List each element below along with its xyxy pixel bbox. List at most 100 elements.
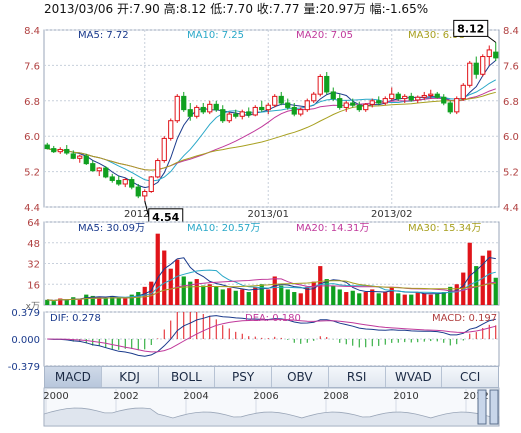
candle-body <box>161 137 167 162</box>
tab-wvad[interactable]: WVAD <box>386 367 443 387</box>
volume-bar <box>227 288 232 305</box>
candle-body <box>304 100 310 111</box>
volume-bar <box>77 298 82 305</box>
candle-body <box>272 95 278 106</box>
candle-body <box>311 93 317 102</box>
max-price-callout-box <box>453 19 489 37</box>
timeline-window-handle-right[interactable] <box>489 389 499 425</box>
volume-bar <box>214 286 219 305</box>
candle-body <box>369 100 375 105</box>
candle-body <box>252 106 258 116</box>
volume-bar <box>266 289 271 305</box>
price-ma5-line <box>47 60 497 189</box>
candle-body <box>239 111 245 117</box>
volume-bar <box>240 289 245 305</box>
candle-body <box>103 167 109 178</box>
candle-body <box>317 75 323 95</box>
macd-macd-label: MACD: 0.197 <box>432 313 497 324</box>
macd-dif-line <box>47 315 496 357</box>
candle-body <box>64 148 70 154</box>
volume-bar <box>259 284 264 305</box>
price-tick-label-left: 8.4 <box>24 26 40 37</box>
timeline-overview-area <box>43 407 500 427</box>
candle-body <box>421 94 427 98</box>
candle-body <box>441 96 447 104</box>
macd-dif-label: DIF: 0.278 <box>50 313 101 324</box>
header-quote-text: 2013/03/06 开:7.90 高:8.12 低:7.70 收:7.77 量… <box>44 1 428 16</box>
candle-body <box>350 102 356 106</box>
candle-body <box>77 155 83 159</box>
candle-body <box>90 163 96 172</box>
volume-bar <box>480 255 485 305</box>
candle-body <box>402 95 408 100</box>
timeline-year-label: 2010 <box>393 391 418 402</box>
volume-bar <box>71 297 76 305</box>
price-tick-label-right: 5.2 <box>503 168 519 179</box>
tab-rsi[interactable]: RSI <box>329 367 386 387</box>
timeline-window-handle-left[interactable] <box>477 389 487 425</box>
volume-ma-label: MA5: 30.09万 <box>78 223 145 234</box>
header-quote-line: 2013/03/06 开:7.90 高:8.12 低:7.70 收:7.77 量… <box>44 1 428 16</box>
candle-body <box>246 111 252 116</box>
candle-body <box>356 104 362 111</box>
candle-body <box>382 98 388 104</box>
volume-ma-label: MA30: 15.34万 <box>408 223 481 234</box>
candle-body <box>278 95 284 104</box>
candle-body <box>460 84 466 100</box>
macd-panel: 0.379 0.000 -0.379 DIF: 0.278 DEA: 0.180 MACD… <box>8 308 500 373</box>
macd-tick-label: 0.379 <box>11 308 40 319</box>
volume-bar <box>188 281 193 305</box>
tab-kdj[interactable]: KDJ <box>102 367 159 387</box>
volume-bar <box>298 293 303 305</box>
volume-bar <box>474 266 479 305</box>
tab-macd[interactable]: MACD <box>45 367 102 387</box>
tab-obv[interactable]: OBV <box>272 367 329 387</box>
min-price-callout-label: 4.54 <box>152 211 179 224</box>
price-ma-label: MA10: 7.25 <box>187 30 244 41</box>
candle-body <box>220 109 226 122</box>
price-tick-label-left: 5.2 <box>24 168 40 179</box>
candle-body <box>70 153 76 159</box>
volume-bar <box>175 259 180 305</box>
timeline-navigator[interactable]: 2000 2002 2004 2006 2008 2010 2012 <box>43 387 500 427</box>
candle-body <box>259 106 265 111</box>
volume-bar <box>129 294 134 305</box>
volume-tick-label: 32 <box>27 260 40 271</box>
price-tick-label-right: 4.4 <box>503 203 519 214</box>
volume-bar <box>168 268 173 305</box>
volume-bar <box>162 250 167 305</box>
volume-bar <box>201 285 206 305</box>
volume-bar <box>370 289 375 305</box>
price-ma-label: MA5: 7.72 <box>78 30 129 41</box>
volume-bar <box>292 292 297 305</box>
candle-body <box>285 102 291 108</box>
tab-cci[interactable]: CCI <box>459 370 481 384</box>
volume-bar <box>422 293 427 305</box>
timeline-year-label: 2004 <box>183 391 208 402</box>
candle-body <box>148 176 154 193</box>
volume-tick-label: 16 <box>27 280 40 291</box>
tab-psy[interactable]: PSY <box>215 367 272 387</box>
volume-ma-label: MA10: 20.57万 <box>187 223 260 234</box>
volume-bar <box>51 301 56 305</box>
price-tick-label-right: 6.8 <box>503 97 519 108</box>
indicator-tab-bar: MACD KDJ BOLL PSY OBV RSI WVAD CCI <box>44 366 499 388</box>
timeline-year-label: 2012 <box>463 391 488 402</box>
macd-dea-label: DEA: 0.180 <box>245 313 301 324</box>
volume-bar <box>415 292 420 305</box>
volume-bar <box>305 286 310 305</box>
price-ma-label: MA30: 6.98 <box>408 30 465 41</box>
candle-body <box>493 51 499 59</box>
volume-bar <box>461 272 466 305</box>
volume-tick-label: 64 <box>27 218 40 229</box>
volume-bar <box>97 297 102 305</box>
volume-bar <box>233 290 238 305</box>
candle-body <box>135 186 141 197</box>
volume-bar <box>337 289 342 305</box>
candle-body <box>265 104 271 111</box>
volume-bar <box>155 233 160 305</box>
volume-bar <box>363 292 368 305</box>
tab-boll[interactable]: BOLL <box>159 367 216 387</box>
price-x-label: 2013/01 <box>247 209 289 220</box>
